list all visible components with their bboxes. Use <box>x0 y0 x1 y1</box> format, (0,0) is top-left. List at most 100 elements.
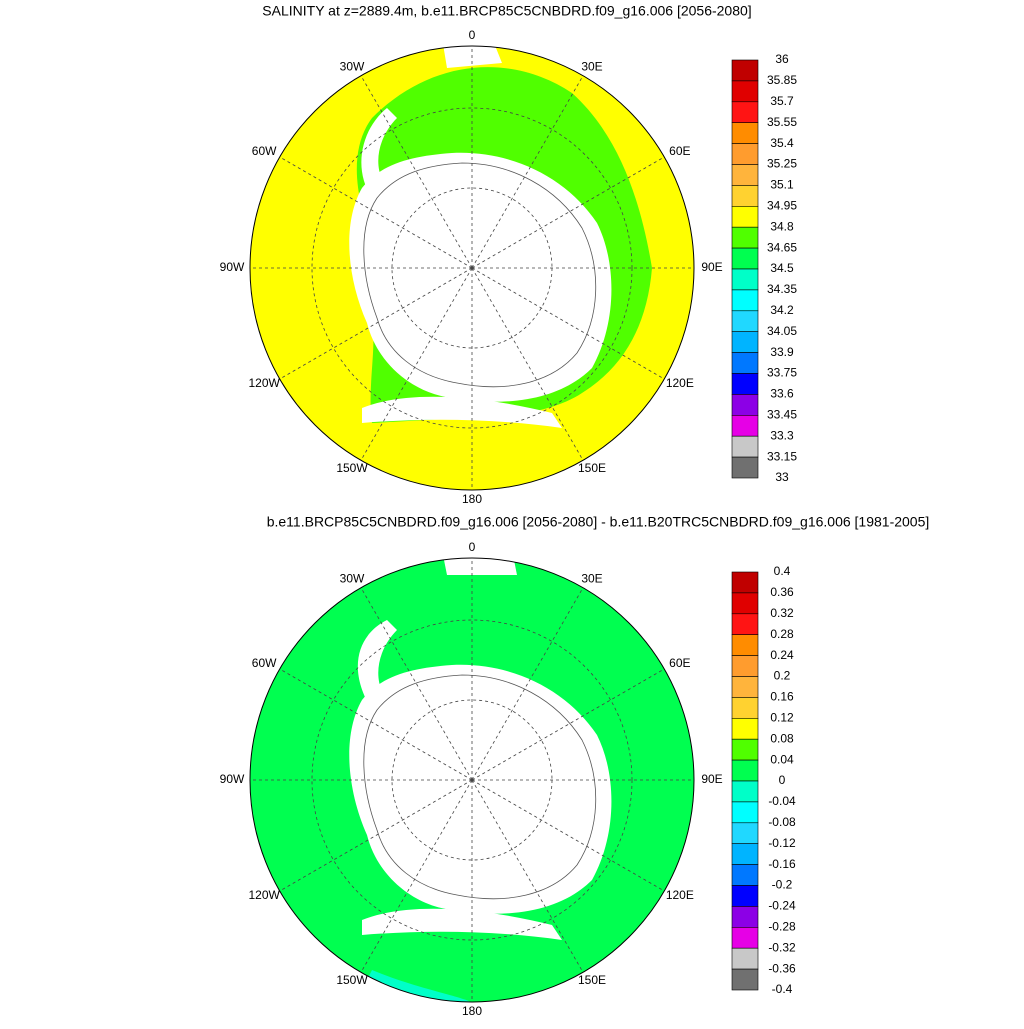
colorbar-label: 33.45 <box>767 407 797 421</box>
colorbar-box <box>731 822 759 844</box>
colorbar-label: -0.28 <box>768 919 796 933</box>
colorbar-label: 33 <box>775 470 789 484</box>
lon-label: 60W <box>252 656 277 670</box>
colorbar-box <box>731 414 759 437</box>
colorbar-label: 0.12 <box>770 710 794 724</box>
land-mask <box>349 664 612 914</box>
lon-label: 90E <box>701 260 722 274</box>
lon-label: 30W <box>340 59 365 73</box>
colorbar-label: 0 <box>779 773 786 787</box>
colorbar-box <box>731 373 759 395</box>
colorbar-box <box>731 247 759 270</box>
panel-title: b.e11.BRCP85C5CNBDRD.f09_g16.006 [2056-2… <box>267 514 930 530</box>
colorbar-label: 33.15 <box>767 449 797 463</box>
colorbar-box <box>731 634 759 656</box>
colorbar-box <box>731 571 759 594</box>
ice-shelf <box>362 396 562 428</box>
colorbar-label: 35.1 <box>770 178 794 192</box>
colorbar-label: 35.85 <box>767 73 797 87</box>
meridian <box>471 75 584 269</box>
colorbar-box <box>731 164 759 186</box>
colorbar-label: -0.12 <box>768 836 796 850</box>
colorbar-box <box>731 717 759 740</box>
colorbar-label: 34.05 <box>767 324 797 338</box>
lon-label: 60W <box>252 144 277 158</box>
colorbar-label: 0.24 <box>770 648 794 662</box>
lon-label: 30E <box>581 59 602 73</box>
colorbar-box <box>731 352 759 374</box>
lon-label: 120W <box>248 376 280 390</box>
land-mask <box>349 152 612 402</box>
lon-label: 180 <box>462 1004 482 1018</box>
colorbar-box <box>731 59 759 82</box>
lon-label: 120W <box>248 888 280 902</box>
colorbar-box <box>731 592 759 615</box>
colorbar-box <box>731 864 759 886</box>
coastline <box>363 162 597 388</box>
ice-shelf <box>362 908 562 940</box>
meridian <box>279 156 473 269</box>
map-border <box>249 557 695 1003</box>
colorbar-box <box>731 310 759 332</box>
colorbar-box <box>731 843 759 865</box>
lon-label: 30W <box>340 571 365 585</box>
colorbar-label: 36 <box>775 52 789 66</box>
lon-label: 60E <box>669 656 690 670</box>
lon-label: 90E <box>701 772 722 786</box>
colorbar-label: 35.4 <box>770 136 794 150</box>
north-gap <box>442 558 517 575</box>
coastline <box>363 674 597 900</box>
lon-label: 150W <box>336 461 368 475</box>
colorbar-label: 0.36 <box>770 585 794 599</box>
map-panel <box>249 557 695 1003</box>
colorbar-label: 33.3 <box>770 428 794 442</box>
colorbar-box <box>731 101 759 124</box>
colorbar-label: 33.75 <box>767 366 797 380</box>
colorbar-label: 0.16 <box>770 690 794 704</box>
colorbar-box <box>731 613 759 635</box>
lon-label: 0 <box>469 540 476 554</box>
colorbar-box <box>731 185 759 207</box>
meridian <box>279 779 473 892</box>
colorbar-label: 35.25 <box>767 157 797 171</box>
colorbar-label: 0.04 <box>770 752 794 766</box>
colorbar-box <box>731 780 759 803</box>
meridian <box>471 267 584 461</box>
colorbar-label: 34.2 <box>770 303 794 317</box>
colorbar-label: 34.5 <box>770 261 794 275</box>
colorbar-label: -0.36 <box>768 961 796 975</box>
lon-label: 90W <box>220 772 245 786</box>
colorbar-box <box>731 80 759 103</box>
map-border <box>249 45 695 491</box>
colorbar-label: 0.2 <box>774 669 791 683</box>
meridian <box>279 668 473 781</box>
colorbar-box <box>731 947 759 970</box>
lon-label: 60E <box>669 144 690 158</box>
lon-label: 150W <box>336 973 368 987</box>
peninsula <box>361 108 397 198</box>
colorbar-box <box>731 885 759 907</box>
colorbar-box <box>731 456 759 479</box>
colorbar-box <box>731 906 759 928</box>
colorbar-label: 0.4 <box>774 564 791 578</box>
meridian <box>279 267 473 380</box>
colorbar-label: 35.7 <box>770 94 794 108</box>
lon-label: 0 <box>469 28 476 42</box>
colorbar-label: 33.9 <box>770 345 794 359</box>
meridian <box>360 267 473 461</box>
map-panel <box>249 45 695 491</box>
colorbar-label: 34.8 <box>770 219 794 233</box>
colorbar-box <box>731 143 759 165</box>
north-gap <box>442 46 502 68</box>
lat-circle <box>311 107 633 429</box>
colorbar-label: 35.55 <box>767 115 797 129</box>
peninsula <box>357 620 397 710</box>
colorbar-box <box>731 206 759 228</box>
colorbar-box <box>731 226 759 249</box>
lat-circle <box>311 619 633 941</box>
lon-label: 120E <box>666 888 694 902</box>
colorbar-box <box>731 697 759 719</box>
colorbar-label: -0.16 <box>768 857 796 871</box>
colorbar-box <box>731 331 759 353</box>
colorbar-label: 34.35 <box>767 282 797 296</box>
